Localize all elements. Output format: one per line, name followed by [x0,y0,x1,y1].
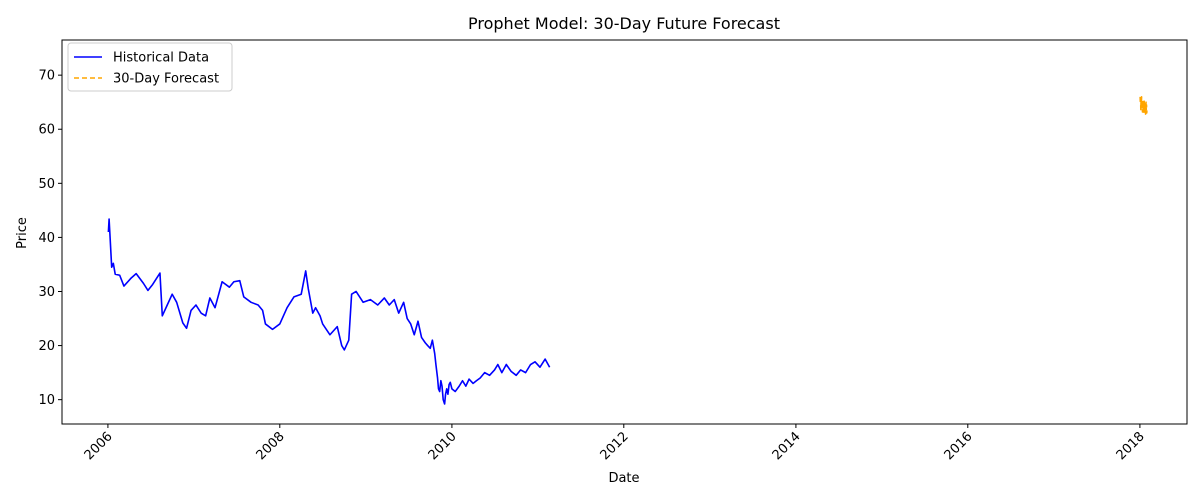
x-axis-label: Date [608,471,639,486]
x-axis: 2006 2008 2010 2012 2014 2016 2018 [82,424,1148,463]
x-tick-label: 2016 [942,429,976,463]
y-tick-label: 60 [38,123,55,138]
plot-area [107,95,1148,405]
x-tick-label: 2006 [82,429,116,463]
y-tick-label: 40 [38,231,55,246]
x-tick-label: 2014 [770,429,804,463]
legend-label: 30-Day Forecast [113,72,219,87]
series-line-2 [1139,95,1148,115]
y-tick-label: 30 [38,285,55,300]
plot-frame [61,39,1188,425]
y-tick-label: 50 [38,177,55,192]
x-tick-label: 2018 [1114,429,1148,463]
chart-title: Prophet Model: 30-Day Future Forecast [468,14,780,33]
y-tick-label: 10 [38,393,55,408]
x-tick-label: 2012 [598,429,632,463]
legend-label: Historical Data [113,51,209,66]
y-tick-label: 70 [38,69,55,84]
y-axis: 10 20 30 40 50 60 70 [38,69,62,408]
x-tick-label: 2010 [426,429,460,463]
y-axis-label: Price [15,217,30,249]
x-tick-label: 2008 [254,429,288,463]
y-tick-label: 20 [38,339,55,354]
series-line-1 [107,218,551,405]
legend-frame [67,42,233,92]
legend: Historical Data 30-Day Forecast [67,42,233,92]
